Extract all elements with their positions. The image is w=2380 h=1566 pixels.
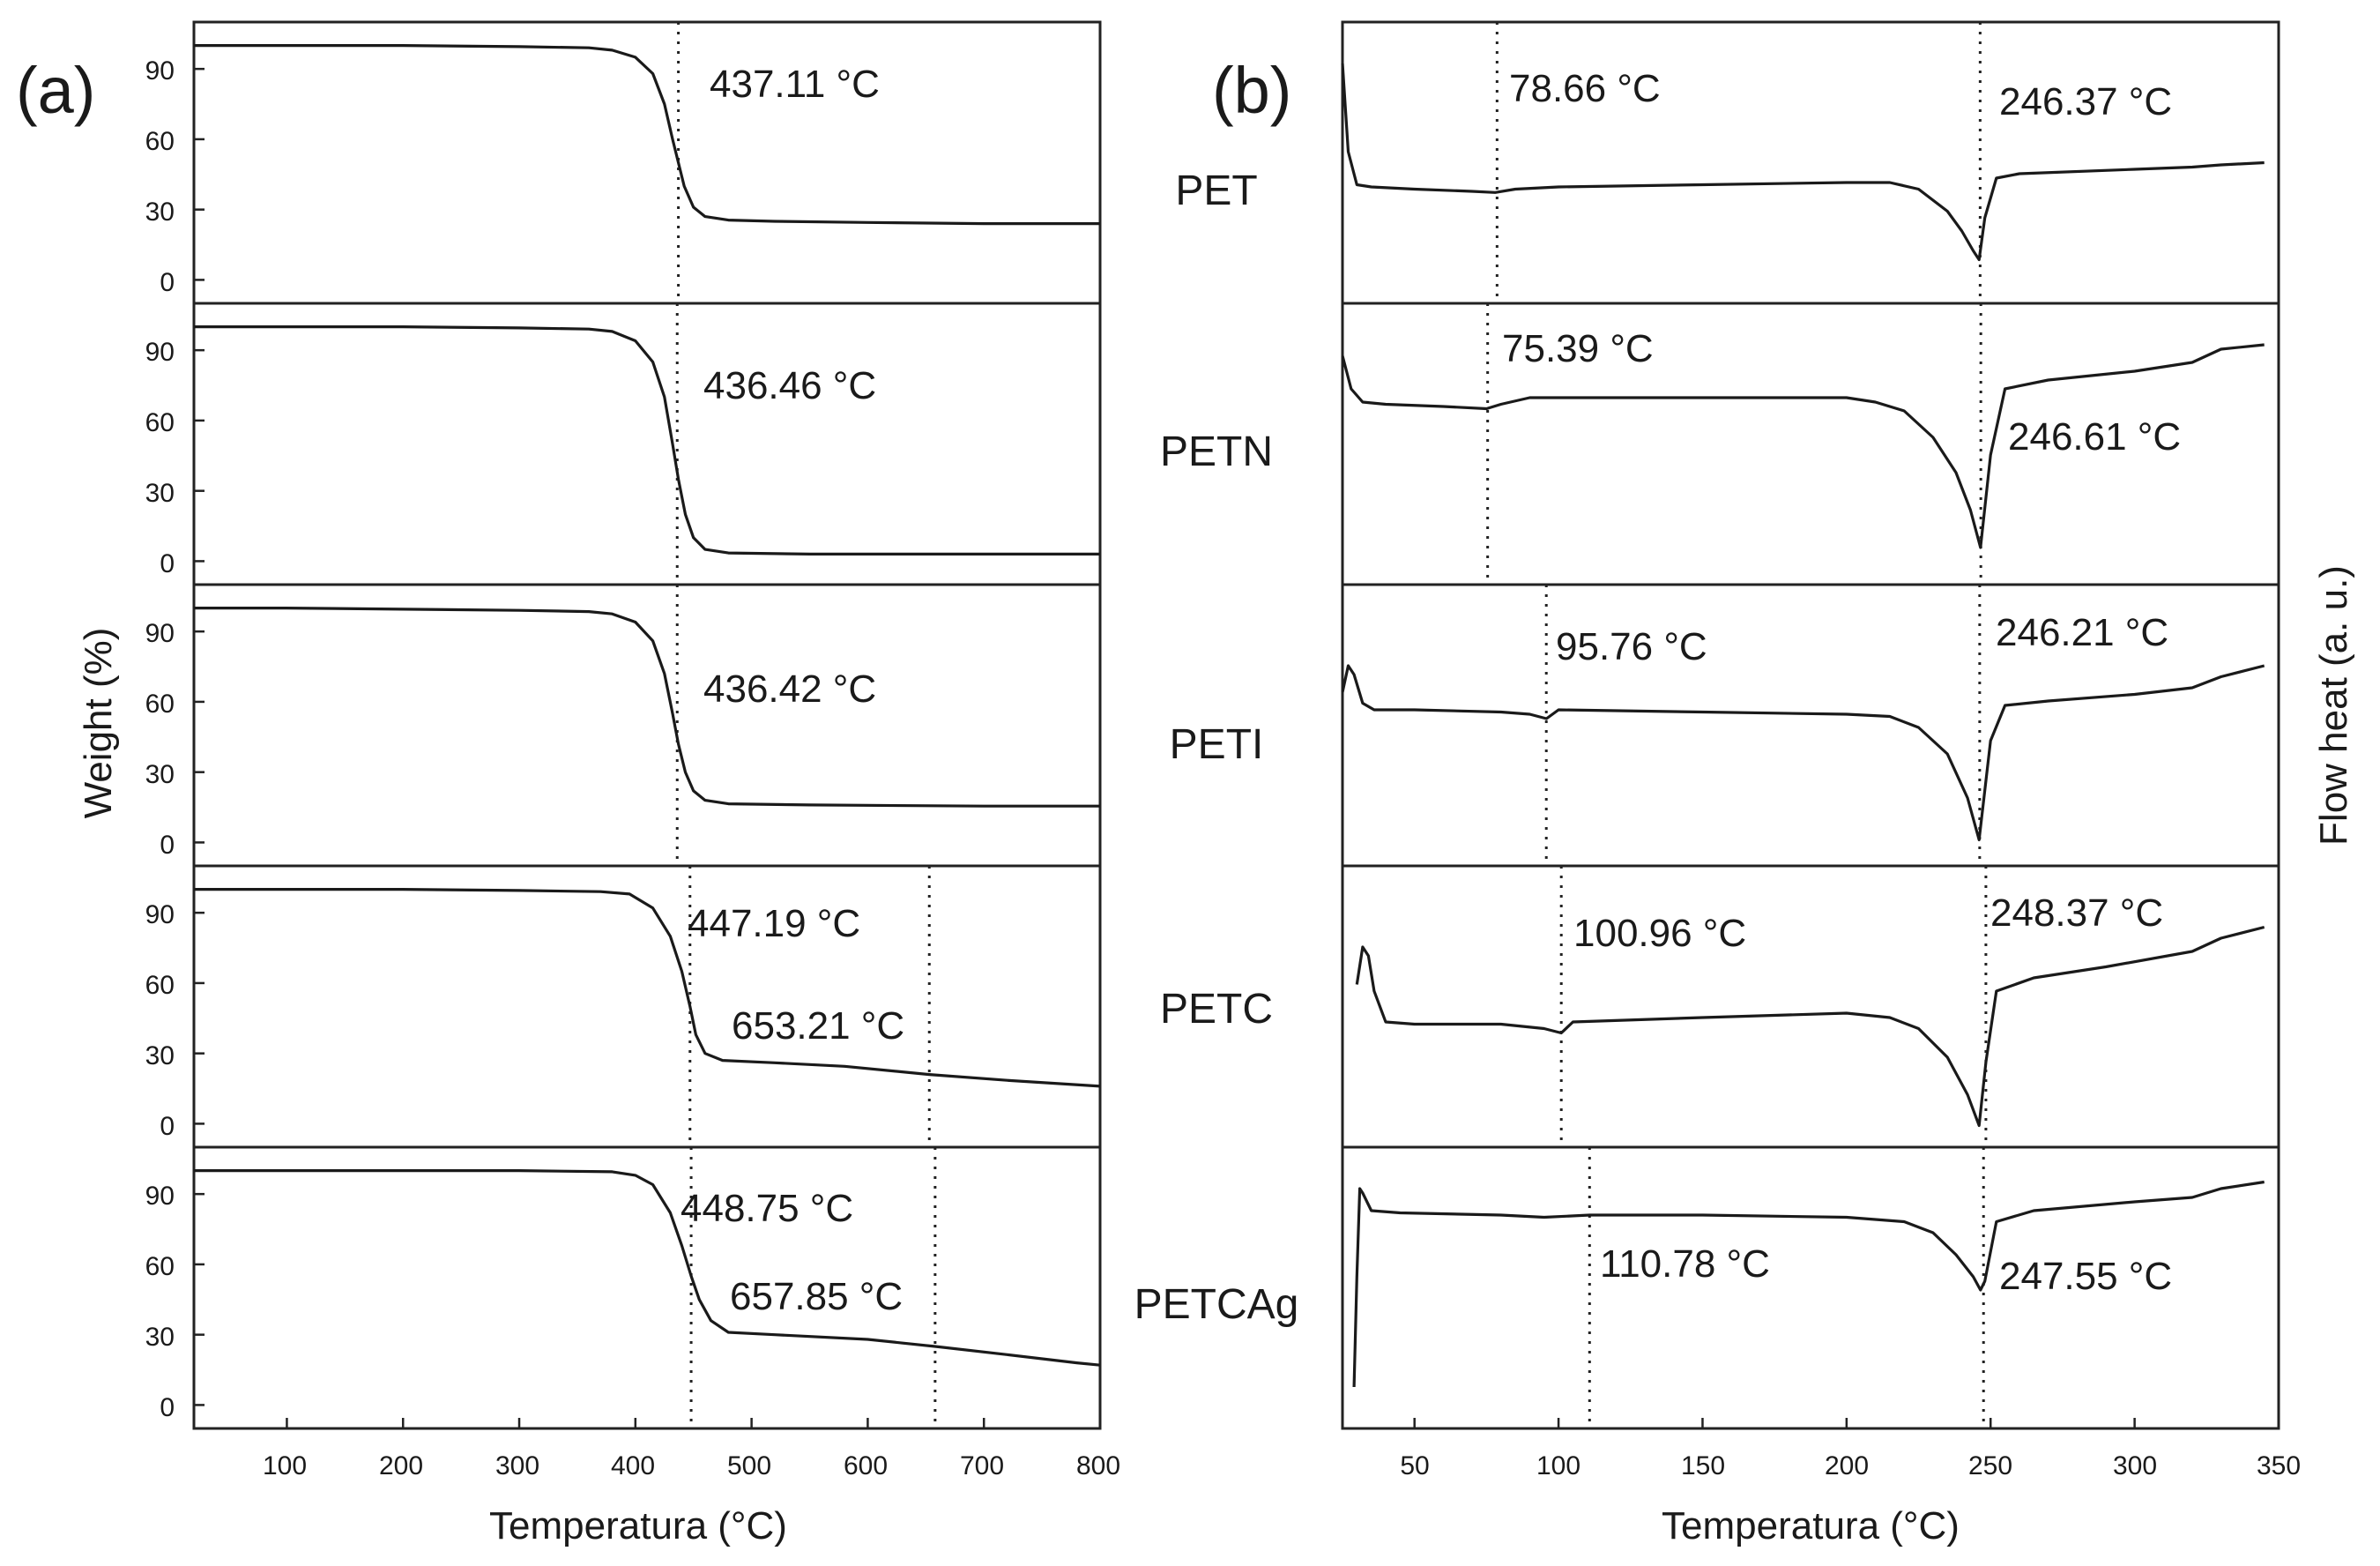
panel-a-ytick-label: 60 [145,1252,175,1281]
panel-b-yaxis-label: Flow heat (a. u.) [2312,565,2355,846]
panel-b-xtick-label: 300 [2113,1451,2157,1480]
panel-a-xtick-label: 800 [1076,1451,1120,1480]
panel-a-ytick-label: 60 [145,127,175,156]
panel-b-annotation: 75.39 °C [1502,327,1654,370]
panel-a-xtick-label: 300 [495,1451,539,1480]
panel-a-ytick-label: 30 [145,760,175,789]
panel-a-ytick-label: 0 [160,549,175,578]
panel-a-xtick-label: 200 [379,1451,423,1480]
panel-b-xtick-label: 250 [1968,1451,2012,1480]
panel-a-ytick-label: 30 [145,1041,175,1070]
dsc-curve-pet [1341,63,2265,262]
panel-a-ytick-label: 30 [145,198,175,227]
panel-a-annotation: 436.42 °C [703,667,876,711]
sample-label-petn: PETN [1160,429,1273,475]
panel-a-ytick-label: 60 [145,690,175,719]
panel-a-annotation: 437.11 °C [710,63,880,106]
dsc-curve-petn [1341,343,2265,549]
panel-a-ytick-label: 0 [160,268,175,297]
panel-b-annotation: 110.78 °C [1600,1242,1770,1286]
panel-a: (a) 100 200 300 400 500 600 700 800 0 30… [16,20,1120,1547]
panel-a-curves [194,44,1101,1367]
dsc-curve-peti [1341,664,2265,842]
panel-a-ytick-label: 90 [145,56,175,86]
panel-b-xtick-label: 100 [1536,1451,1580,1480]
sample-label-pet: PET [1175,168,1257,214]
panel-b-xtick-label: 150 [1681,1451,1725,1480]
panel-a-yaxis-label: Weight (%) [77,628,120,819]
panel-a-xtick-label: 700 [960,1451,1004,1480]
panel-a-annotation: 653.21 °C [732,1004,904,1048]
panel-b-xtick-label: 200 [1825,1451,1869,1480]
panel-b-annotation: 247.55 °C [1999,1255,2172,1298]
panel-a-ytick-label: 90 [145,619,175,648]
panel-a-xtick-label: 500 [727,1451,771,1480]
panel-a-xtick-label: 100 [263,1451,307,1480]
panel-b-frame [1341,20,2280,1430]
panel-a-ytick-label: 60 [145,408,175,437]
panel-a-letter: (a) [16,54,95,127]
panel-b-annotation: 246.21 °C [1996,611,2168,654]
panel-b-annotation: 95.76 °C [1556,625,1707,668]
panel-a-ticks [194,67,1102,1428]
panel-b: (b) 50 100 150 200 250 300 350 PET PETN … [1134,20,2355,1547]
panel-b-xtick-label: 350 [2257,1451,2301,1480]
panel-b-ticks [1413,1418,2280,1428]
panel-b-xaxis-label: Temperatura (°C) [1662,1504,1960,1547]
panel-a-xaxis-label: Temperatura (°C) [489,1504,787,1547]
panel-b-annotation: 248.37 °C [1990,891,2163,935]
panel-b-annotation: 246.37 °C [1999,80,2172,123]
tga-curve-peti [194,607,1100,808]
panel-a-annotation: 448.75 °C [681,1187,853,1230]
panel-a-annotation: 447.19 °C [688,902,860,945]
tga-curve-petn [194,325,1100,556]
tga-curve-petc [194,888,1101,1088]
panel-a-ytick-label: 0 [160,1112,175,1141]
panel-b-xtick-label: 50 [1400,1451,1429,1480]
sample-label-peti: PETI [1170,721,1264,768]
panel-a-markers [675,22,937,1428]
panel-b-curves [1341,63,2265,1388]
panel-a-annotation: 657.85 °C [730,1275,903,1318]
panel-a-xtick-label: 600 [844,1451,888,1480]
panel-a-annotation: 436.46 °C [703,364,876,407]
panel-a-ytick-label: 90 [145,1182,175,1211]
panel-b-annotation: 78.66 °C [1509,67,1661,110]
panel-b-annotation: 100.96 °C [1573,912,1746,955]
panel-a-frame [192,20,1102,1430]
panel-a-xtick-label: 400 [611,1451,655,1480]
panel-a-ytick-label: 90 [145,338,175,367]
tga-curve-petcag [194,1169,1101,1367]
panel-a-ytick-label: 60 [145,971,175,1000]
panel-b-annotation: 246.61 °C [2008,415,2181,459]
sample-label-petcag: PETCAg [1134,1281,1299,1328]
tga-curve-pet [194,44,1100,226]
sample-label-petc: PETC [1160,986,1273,1033]
panel-a-ytick-label: 0 [160,831,175,860]
panel-b-letter: (b) [1212,54,1291,127]
panel-a-ytick-label: 0 [160,1393,175,1422]
panel-a-ytick-label: 30 [145,479,175,508]
dsc-curve-petc [1355,925,2265,1128]
panel-a-ytick-label: 90 [145,900,175,929]
dsc-curve-petcag [1352,1180,2265,1388]
panel-a-ytick-label: 30 [145,1323,175,1352]
